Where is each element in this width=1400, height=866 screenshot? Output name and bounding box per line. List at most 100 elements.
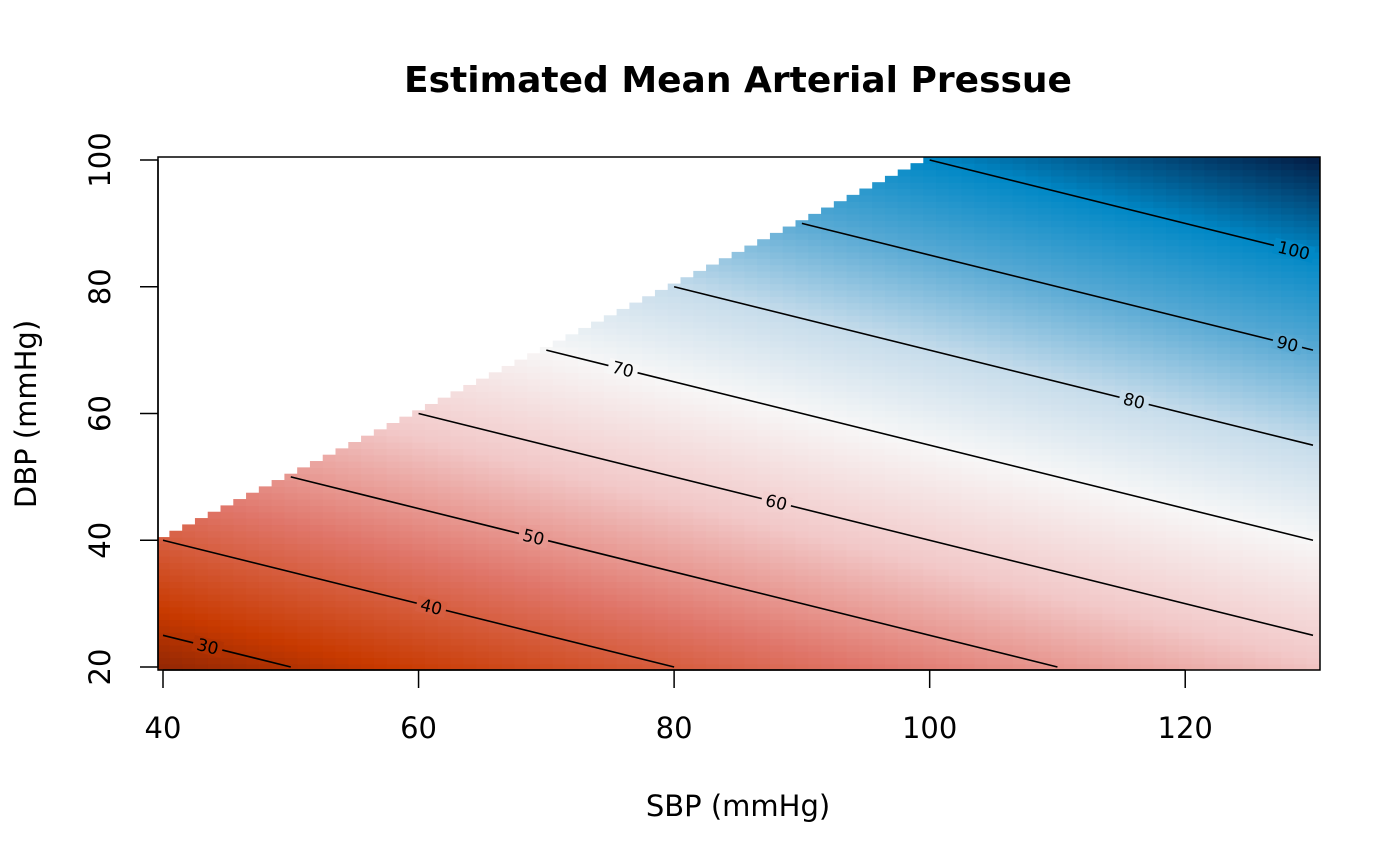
heatmap-cell — [757, 416, 771, 424]
heatmap-cell — [233, 530, 247, 538]
heatmap-cell — [1051, 315, 1065, 323]
heatmap-cell — [1217, 537, 1231, 545]
heatmap-cell — [1127, 277, 1142, 285]
heatmap-cell — [859, 220, 873, 228]
heatmap-cell — [706, 327, 720, 335]
heatmap-cell — [744, 461, 758, 468]
heatmap-cell — [1025, 632, 1039, 640]
heatmap-cell — [821, 651, 835, 659]
heatmap-cell — [897, 321, 912, 329]
heatmap-cell — [348, 594, 362, 602]
heatmap-cell — [821, 365, 835, 373]
heatmap-cell — [846, 334, 860, 342]
heatmap-cell — [769, 638, 784, 646]
heatmap-cell — [1178, 663, 1193, 671]
heatmap-cell — [565, 486, 579, 494]
heatmap-cell — [1166, 384, 1180, 392]
heatmap-cell — [897, 581, 912, 589]
heatmap-cell — [476, 384, 490, 392]
heatmap-cell — [731, 613, 745, 621]
heatmap-cell — [859, 454, 873, 462]
heatmap-cell — [1089, 619, 1103, 627]
heatmap-cell — [654, 530, 669, 538]
heatmap-cell — [361, 625, 375, 633]
heatmap-cell — [936, 505, 950, 513]
heatmap-cell — [1025, 327, 1039, 335]
heatmap-cell — [322, 606, 337, 614]
heatmap-cell — [271, 600, 285, 608]
heatmap-cell — [207, 619, 222, 627]
heatmap-cell — [246, 594, 260, 602]
heatmap-cell — [488, 467, 503, 475]
heatmap-cell — [1140, 289, 1154, 297]
heatmap-cell — [348, 543, 362, 551]
heatmap-cell — [718, 359, 733, 367]
heatmap-cell — [706, 416, 720, 424]
heatmap-cell — [1166, 492, 1180, 500]
heatmap-cell — [424, 537, 439, 545]
heatmap-cell — [897, 511, 912, 519]
heatmap-cell — [795, 594, 809, 602]
heatmap-cell — [1038, 467, 1052, 475]
heatmap-cell — [974, 403, 988, 411]
heatmap-cell — [782, 277, 797, 285]
heatmap-cell — [987, 442, 1001, 449]
heatmap-cell — [833, 543, 848, 551]
heatmap-cell — [693, 391, 707, 399]
heatmap-cell — [1038, 625, 1052, 633]
heatmap-cell — [846, 562, 860, 570]
heatmap-cell — [833, 327, 848, 335]
heatmap-cell — [859, 391, 873, 399]
heatmap-cell — [999, 207, 1014, 215]
heatmap-cell — [1038, 473, 1052, 481]
heatmap-cell — [987, 239, 1001, 247]
heatmap-cell — [463, 473, 477, 481]
heatmap-cell — [731, 492, 745, 500]
heatmap-cell — [1191, 201, 1205, 209]
heatmap-cell — [974, 442, 988, 449]
heatmap-cell — [693, 359, 707, 367]
heatmap-cell — [757, 638, 771, 646]
heatmap-cell — [872, 606, 886, 614]
heatmap-cell — [680, 575, 694, 583]
heatmap-cell — [897, 600, 912, 608]
heatmap-cell — [399, 575, 413, 583]
heatmap-cell — [654, 587, 669, 595]
heatmap-cell — [501, 372, 515, 380]
heatmap-cell — [808, 365, 822, 373]
heatmap-cell — [335, 587, 349, 595]
heatmap-cell — [463, 562, 477, 570]
heatmap-cell — [527, 353, 541, 361]
heatmap-cell — [501, 663, 515, 671]
heatmap-cell — [744, 442, 758, 449]
heatmap-cell — [552, 359, 567, 367]
heatmap-cell — [322, 587, 337, 595]
heatmap-cell — [182, 644, 196, 652]
heatmap-cell — [1153, 321, 1167, 329]
heatmap-cell — [1204, 600, 1218, 608]
heatmap-cell — [923, 226, 937, 234]
heatmap-cell — [373, 473, 388, 481]
heatmap-cell — [961, 556, 975, 564]
heatmap-cell — [1089, 334, 1103, 342]
heatmap-cell — [591, 327, 605, 335]
heatmap-cell — [667, 524, 682, 532]
heatmap-cell — [1166, 353, 1180, 361]
heatmap-cell — [999, 581, 1014, 589]
heatmap-cell — [936, 207, 950, 215]
heatmap-cell — [884, 397, 899, 405]
heatmap-cell — [833, 587, 848, 595]
heatmap-cell — [1153, 429, 1167, 437]
heatmap-cell — [1051, 157, 1065, 164]
heatmap-cell — [1089, 384, 1103, 392]
heatmap-cell — [884, 391, 899, 399]
heatmap-cell — [833, 556, 848, 564]
heatmap-cell — [1102, 321, 1116, 329]
heatmap-cell — [284, 644, 298, 652]
heatmap-cell — [1089, 644, 1103, 652]
heatmap-cell — [1204, 302, 1218, 310]
heatmap-cell — [910, 442, 924, 449]
heatmap-cell — [731, 283, 745, 291]
heatmap-cell — [1012, 207, 1027, 215]
heatmap-cell — [1166, 581, 1180, 589]
